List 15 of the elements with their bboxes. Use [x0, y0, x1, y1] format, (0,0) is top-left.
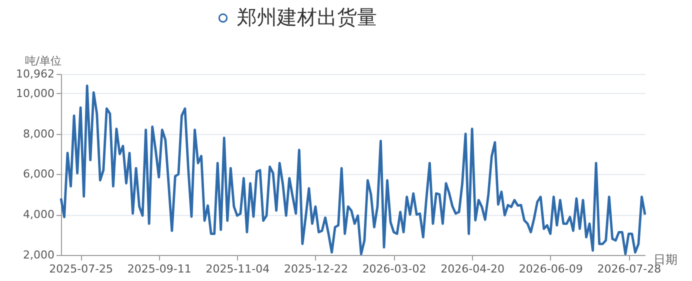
y-tick-label: 8,000 — [23, 127, 54, 140]
y-tick-label: 10,962 — [16, 68, 54, 80]
y-tick-label: 2,000 — [23, 248, 54, 262]
legend-label: 郑州建材出货量 — [237, 5, 377, 29]
y-tick-label: 4,000 — [23, 208, 54, 222]
y-tick-label: 6,000 — [23, 168, 54, 181]
y-axis-title: 吨/单位 — [24, 54, 62, 68]
x-tick-label: 2025-12-22 — [284, 262, 348, 276]
x-tick-label: 2026-06-09 — [518, 262, 583, 276]
x-tick-label: 2026-03-02 — [362, 262, 426, 276]
x-tick-label: 2025-09-11 — [127, 262, 192, 276]
x-tick-label: 2025-11-04 — [206, 262, 270, 276]
x-tick-label: 2026-04-20 — [440, 262, 505, 276]
y-tick-label: 10,000 — [16, 86, 54, 100]
x-tick-label: 2025-07-25 — [49, 262, 114, 276]
